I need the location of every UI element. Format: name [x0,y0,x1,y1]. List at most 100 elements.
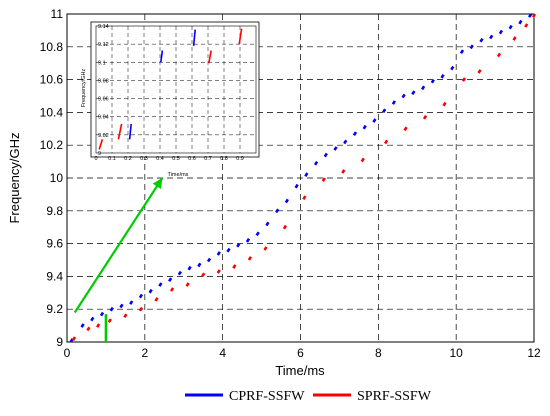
series-layer [69,13,537,343]
cprf-data-point [313,160,319,166]
cprf-data-point [255,231,260,237]
x-tick-label: 4 [219,346,226,360]
sprf-data-point [302,195,307,200]
inset-sprf-segment [238,28,243,45]
inset-y-tick-label: 9.04 [98,115,109,121]
inset-background [90,21,260,158]
inset-x-tick-label: 0.3 [140,156,148,162]
zoom-arrow-line [73,177,164,314]
inset-grid [95,25,257,154]
cprf-data-point [362,124,367,130]
sprf-data-point [71,336,77,342]
x-tick-label: 8 [375,346,382,360]
cprf-data-point [430,78,435,84]
inset-y-tick-label: 9.14 [98,24,109,30]
inset-sprf-segment [208,50,212,64]
sprf-data-point [96,323,101,328]
cprf-data-point [168,277,173,282]
cprf-data-point [226,247,231,253]
cprf-data-point [90,316,95,322]
inset-x-tick-label: 0.7 [204,156,212,162]
x-tick-labels: 0 2 4 6 8 10 12 [64,346,541,360]
sprf-data-point [232,264,237,269]
cprf-data-point [80,323,85,328]
inset-x-tick-label: 0.9 [236,156,244,162]
cprf-data-point [245,238,251,243]
cprf-data-point [119,303,124,309]
cprf-data-point [197,262,202,268]
inset-x-tick-label: 0.1 [108,156,116,162]
inset-tick-labels: 0 0.1 0.2 0.3 0.4 0.5 0.6 0.7 0.8 0.9 9 9.02 9.04 9.0… [94,24,243,162]
y-tick-label: 9.4 [46,269,63,283]
cprf-data-point [372,118,377,123]
sprf-data-point [422,115,428,120]
cprf-data-point [99,311,105,317]
cprf-data-point [294,183,299,189]
y-axis-label: Frequency/GHz [7,132,22,223]
cprf-data-point [401,93,406,99]
cprf-data-point [508,24,513,30]
inset-x-tick-label: 0.4 [156,156,164,162]
y-tick-label: 10.6 [40,73,64,87]
sprf-data-point [477,69,482,74]
cprf-data-point [148,288,153,294]
cprf-data-point [440,74,445,79]
inset-y-tick-label: 9.02 [98,133,109,139]
inset-x-axis-label: Time/ms [168,172,189,178]
cprf-data-point [528,13,533,18]
annotation-layer [73,177,164,342]
cprf-data-point [518,19,523,25]
sprf-data-point [341,169,346,174]
sprf-data-point [496,52,502,58]
x-tick-label: 12 [527,346,541,360]
cprf-data-point [343,139,348,145]
sprf-data-point [321,177,326,182]
legend-label-cprf: CPRF-SSFW [229,389,305,404]
cprf-data-point [450,65,455,71]
sprf-data-point [531,13,537,18]
cprf-data-point [129,300,134,305]
y-tick-label: 11 [51,7,64,21]
x-tick-label: 2 [141,346,148,360]
inset-cprf-segment [160,50,164,63]
cprf-data-point [352,131,358,137]
cprf-data-point [109,306,114,312]
sprf-data-point [384,139,389,145]
inset-x-tick-label: 0.5 [172,156,180,162]
cprf-data-point [177,270,182,276]
cprf-data-point [382,108,387,114]
cprf-data-point [206,257,212,263]
sprf-data-point [263,246,268,251]
inset-sprf-segment [117,123,123,140]
inset-x-tick-label: 0.6 [188,156,196,162]
cprf-data-point [323,152,328,158]
y-tick-label: 9.8 [46,204,63,218]
cprf-data-point [187,265,192,271]
sprf-data-point [86,326,91,332]
cprf-data-point [333,146,338,151]
cprf-data-point [469,44,474,50]
cprf-data-point [138,293,144,299]
y-tick-labels: 9 9.2 9.4 9.6 9.8 10 10.2 10.4 10.6 10.8 11 [40,7,64,349]
y-tick-label: 9.6 [46,237,63,251]
sprf-data-point [123,313,128,319]
inset-y-axis-label: Frequency/GHz [81,68,87,107]
cprf-data-point [391,100,397,105]
inset-y-tick-label: 9.08 [98,78,109,84]
grid [67,14,534,342]
inset-x-tick-label: 0.2 [124,156,132,162]
cprf-data-point [284,198,289,204]
cprf-data-point [158,282,163,287]
sprf-data-point [461,77,467,82]
cprf-data-point [411,90,416,96]
inset-y-tick-label: 9.12 [98,42,109,48]
cprf-data-point [498,29,504,35]
sprf-data-point [282,224,288,230]
sprf-data-point [138,306,144,312]
y-tick-label: 9.2 [46,302,63,316]
inset-y-tick-label: 9.06 [98,97,109,103]
zoom-arrowhead [152,178,163,190]
cprf-data-point [479,37,484,43]
sprf-data-point [201,272,206,278]
